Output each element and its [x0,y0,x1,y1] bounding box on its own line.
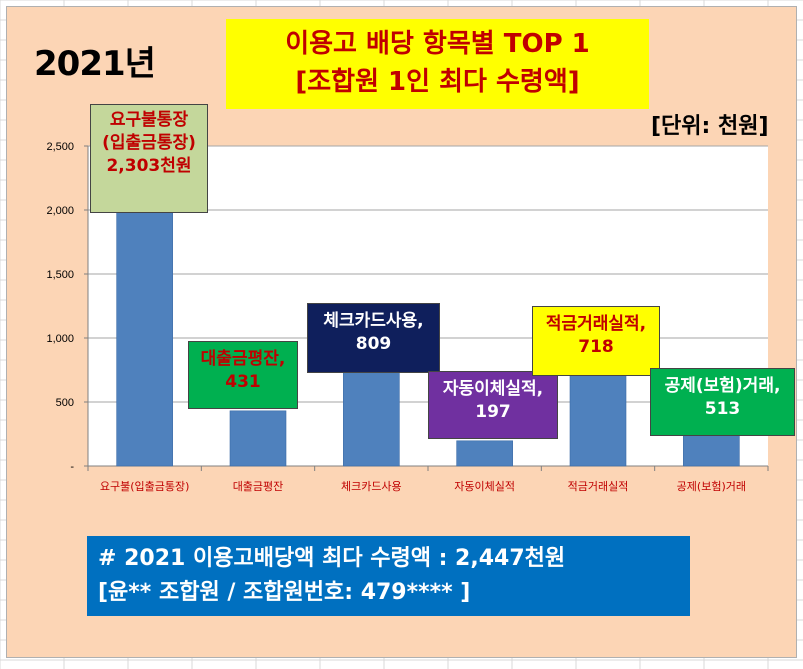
data-label-line2: 809 [355,333,392,354]
year-label: 2021년 [34,44,156,84]
data-label: 자동이체실적, 197 [428,371,558,439]
y-tick-label: 500 [56,397,74,409]
data-label: 공제(보험)거래, 513 [650,368,795,436]
data-label-line2: 197 [475,401,511,422]
data-label-line3: 2,303천원 [106,155,192,176]
data-label-line2: 431 [225,371,261,392]
data-label-line1: 공제(보험)거래, [664,376,781,396]
x-tick-label: 공제(보험)거래 [677,480,746,493]
chart-title: 이용고 배당 항목별 TOP 1 [조합원 1인 최다 수령액] [226,19,649,109]
summary-box: # 2021 이용고배당액 최다 수령액 : 2,447천원 [윤** 조합원 … [87,536,690,616]
y-tick-label: - [70,461,74,473]
y-tick-label: 2,000 [46,205,74,217]
bar [456,440,513,467]
data-label: 체크카드사용, 809 [307,303,440,373]
bar [569,373,627,467]
chart-title-line2: [조합원 1인 최다 수령액] [295,67,580,97]
chart-title-line1: 이용고 배당 항목별 TOP 1 [285,29,590,59]
data-label: 요구불통장 (입출금통장) 2,303천원 [90,104,208,213]
y-tick-label: 2,500 [46,141,74,153]
data-label-line1: 요구불통장 [109,110,189,130]
data-label-line1: 체크카드사용, [323,311,424,331]
y-tick-label: 1,000 [46,333,74,345]
bar [116,170,173,467]
x-tick-label: 대출금평잔 [233,480,284,493]
data-label-line1: 적금거래실적, [545,314,647,334]
bar [229,410,287,467]
data-label: 적금거래실적, 718 [532,306,660,376]
x-tick-label: 적금거래실적 [568,480,629,493]
data-label-line1: 자동이체실적, [442,379,544,399]
summary-line2: [윤** 조합원 / 조합원번호: 479**** ] [98,580,471,605]
x-tick-label: 체크카드사용 [341,480,402,493]
x-tick-label: 요구불(입출금통장) [100,480,190,493]
unit-label: [단위: 천원] [651,114,769,139]
data-label-line2: (입출금통장) [102,132,196,153]
data-label-line1: 대출금평잔, [200,349,286,369]
data-label-line2: 718 [578,336,614,357]
x-tick-label: 자동이체실적 [454,480,515,493]
data-label-line2: 513 [704,398,741,419]
data-label: 대출금평잔, 431 [188,341,298,409]
y-tick-label: 1,500 [46,269,74,281]
bar [343,362,400,467]
summary-line1: # 2021 이용고배당액 최다 수령액 : 2,447천원 [98,546,566,571]
